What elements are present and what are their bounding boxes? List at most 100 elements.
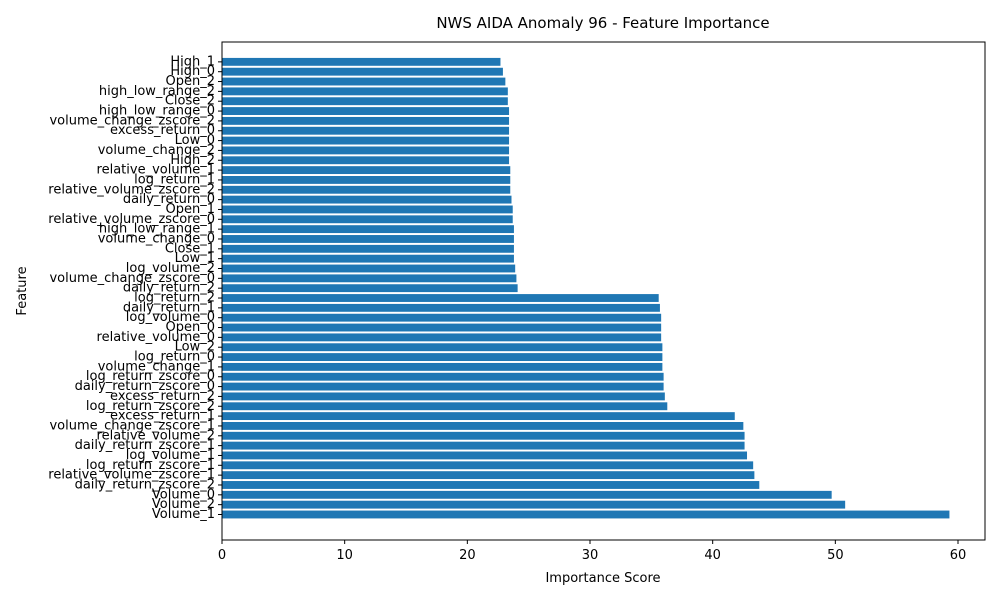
y-tick-label: Open_0 (166, 320, 216, 335)
bar-log_return_0 (222, 353, 663, 361)
bar-daily_return_1 (222, 303, 660, 312)
bar-excess_return_1 (222, 412, 735, 421)
y-tick-label: volume_change_1 (98, 359, 215, 374)
y-tick-label: relative_volume_zscore_2 (48, 182, 215, 197)
bar-Open_2 (222, 77, 506, 86)
bar-daily_return_zscore_2 (222, 481, 760, 489)
bar-relative_volume_2 (222, 431, 745, 440)
x-axis-ticks: 0 10 20 30 40 50 60 (218, 540, 966, 563)
bar-High_2 (222, 156, 510, 165)
y-tick-label: log_return_zscore_0 (86, 369, 215, 384)
bar-volume_change_zscore_1 (222, 422, 744, 430)
bar-daily_return_zscore_0 (222, 382, 664, 391)
y-tick-label: daily_return_zscore_0 (75, 379, 215, 394)
y-tick-label: daily_return_2 (123, 281, 215, 296)
bar-volume_change_zscore_2 (222, 116, 510, 125)
y-tick-label: log_return_zscore_1 (86, 458, 215, 473)
y-tick-label: relative_volume_2 (97, 428, 215, 443)
y-tick-label: excess_return_2 (110, 389, 215, 404)
bar-Volume_1 (222, 510, 950, 519)
y-tick-label: relative_volume_zscore_0 (48, 212, 215, 227)
bar-excess_return_2 (222, 392, 665, 401)
y-tick-label: excess_return_0 (110, 123, 215, 138)
bar-log_volume_2 (222, 264, 516, 273)
x-tick-label: 20 (459, 548, 476, 563)
bar-Low_2 (222, 343, 663, 352)
bar-Volume_2 (222, 500, 846, 509)
x-tick-label: 40 (704, 548, 721, 563)
x-tick-label: 30 (582, 548, 599, 563)
bar-log_return_zscore_2 (222, 402, 668, 411)
y-tick-label: daily_return_0 (123, 192, 215, 207)
bar-daily_return_0 (222, 195, 512, 204)
y-tick-label: excess_return_1 (110, 409, 215, 424)
bar-high_low_range_1 (222, 225, 514, 234)
bar-daily_return_zscore_1 (222, 441, 745, 450)
bar-volume_change_0 (222, 235, 514, 243)
y-axis-label: Feature (15, 266, 30, 315)
bar-high_low_range_0 (222, 107, 510, 115)
y-tick-label: Low_0 (175, 133, 215, 148)
y-tick-label: volume_change_zscore_0 (49, 271, 215, 286)
bar-Open_0 (222, 323, 662, 332)
y-tick-label: Close_1 (165, 241, 215, 256)
bar-daily_return_2 (222, 284, 518, 293)
bar-Close_1 (222, 244, 514, 253)
x-tick-label: 10 (336, 548, 353, 563)
bar-volume_change_zscore_0 (222, 274, 517, 283)
x-tick-label: 60 (950, 548, 967, 563)
bar-log_volume_1 (222, 451, 748, 460)
x-axis-label: Importance Score (545, 571, 660, 586)
bar-excess_return_0 (222, 126, 510, 135)
y-tick-label: Volume_2 (152, 497, 215, 512)
bar-log_return_1 (222, 176, 511, 184)
y-tick-label: relative_volume_zscore_1 (48, 468, 215, 483)
y-tick-label: log_return_1 (134, 172, 215, 187)
y-tick-label: relative_volume_0 (97, 330, 215, 345)
y-tick-label: Close_2 (165, 94, 215, 109)
y-tick-label: High_2 (170, 153, 215, 168)
y-tick-label: log_volume_2 (126, 261, 215, 276)
y-tick-label: volume_change_0 (98, 231, 215, 246)
bar-relative_volume_1 (222, 166, 511, 175)
y-tick-label: daily_return_zscore_2 (75, 477, 215, 492)
y-tick-label: volume_change_zscore_2 (49, 113, 215, 128)
bar-Low_1 (222, 254, 514, 263)
y-tick-label: Volume_0 (152, 487, 215, 502)
y-tick-label: log_volume_1 (126, 448, 215, 463)
bar-log_return_zscore_1 (222, 461, 754, 470)
bar-Close_2 (222, 97, 508, 106)
bar-high_low_range_2 (222, 87, 508, 96)
bar-log_return_zscore_0 (222, 372, 664, 381)
y-tick-label: daily_return_zscore_1 (75, 438, 215, 453)
bar-High_1 (222, 57, 501, 66)
y-tick-label: high_low_range_0 (99, 104, 215, 119)
bar-relative_volume_zscore_2 (222, 185, 511, 194)
y-tick-label: relative_volume_1 (97, 163, 215, 178)
y-tick-label: High_1 (170, 54, 215, 69)
bar-volume_change_2 (222, 146, 510, 155)
bar-relative_volume_0 (222, 333, 662, 342)
plot-frame (221, 41, 986, 541)
y-tick-label: daily_return_1 (123, 300, 215, 315)
x-tick-label: 0 (218, 548, 226, 563)
bar-Volume_0 (222, 490, 832, 499)
bar-relative_volume_zscore_1 (222, 471, 755, 480)
chart-title: NWS AIDA Anomaly 96 - Feature Importance (436, 14, 769, 32)
bar-volume_change_1 (222, 362, 663, 371)
y-tick-label: log_return_0 (134, 350, 215, 365)
y-tick-label: High_0 (170, 64, 215, 79)
bar-relative_volume_zscore_0 (222, 215, 513, 224)
bar-Low_0 (222, 136, 510, 145)
y-axis-ticks: Volume_1Volume_2Volume_0daily_return_zsc… (48, 54, 222, 522)
y-tick-label: Volume_1 (152, 507, 215, 522)
y-tick-label: log_return_2 (134, 291, 215, 306)
y-tick-label: volume_change_zscore_1 (49, 418, 215, 433)
y-tick-label: volume_change_2 (98, 143, 215, 158)
bar-log_return_2 (222, 294, 659, 302)
y-tick-label: Low_2 (175, 340, 215, 355)
y-tick-label: Open_2 (166, 74, 216, 89)
bar-Open_1 (222, 205, 513, 214)
bars-group (222, 57, 950, 519)
